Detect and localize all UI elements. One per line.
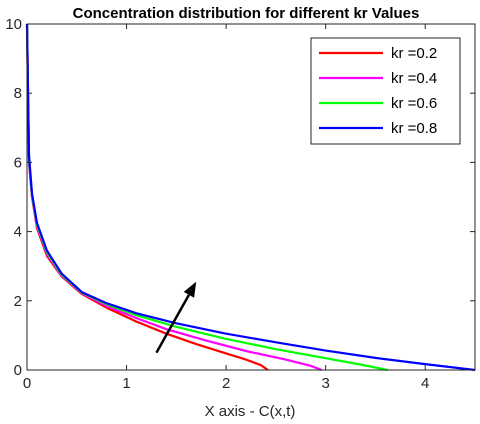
y-tick-label: 0 <box>14 362 22 379</box>
legend-label-2: kr =0.4 <box>391 70 437 87</box>
y-tick-label: 2 <box>14 293 22 310</box>
x-tick-label: 2 <box>222 375 230 392</box>
x-tick-label: 3 <box>321 375 329 392</box>
y-tick-label: 8 <box>14 85 22 102</box>
legend-label-4: kr =0.8 <box>391 120 437 137</box>
axes-box <box>26 23 476 371</box>
x-tick-label: 1 <box>122 375 130 392</box>
chart-title: Concentration distribution for different… <box>73 5 420 22</box>
series-line-4 <box>25 23 476 372</box>
y-tick-label: 10 <box>5 16 22 33</box>
data-lines <box>25 23 476 372</box>
arrow-shaft <box>155 294 190 354</box>
arrow-head <box>183 281 197 298</box>
annotations <box>155 281 197 354</box>
legend-label-3: kr =0.6 <box>391 95 437 112</box>
legend-label-1: kr =0.2 <box>391 45 437 62</box>
legend-box <box>310 37 461 145</box>
axes: 0 1 2 3 4 0 2 4 6 8 10 <box>5 16 476 392</box>
legend: kr =0.2 kr =0.4 kr =0.6 kr =0.8 <box>310 37 461 145</box>
x-tick-label: 0 <box>23 375 31 392</box>
x-axis-label: X axis - C(x,t) <box>205 403 296 420</box>
y-tick-label: 4 <box>14 224 22 241</box>
x-tick-label: 4 <box>421 375 429 392</box>
y-tick-label: 6 <box>14 154 22 171</box>
